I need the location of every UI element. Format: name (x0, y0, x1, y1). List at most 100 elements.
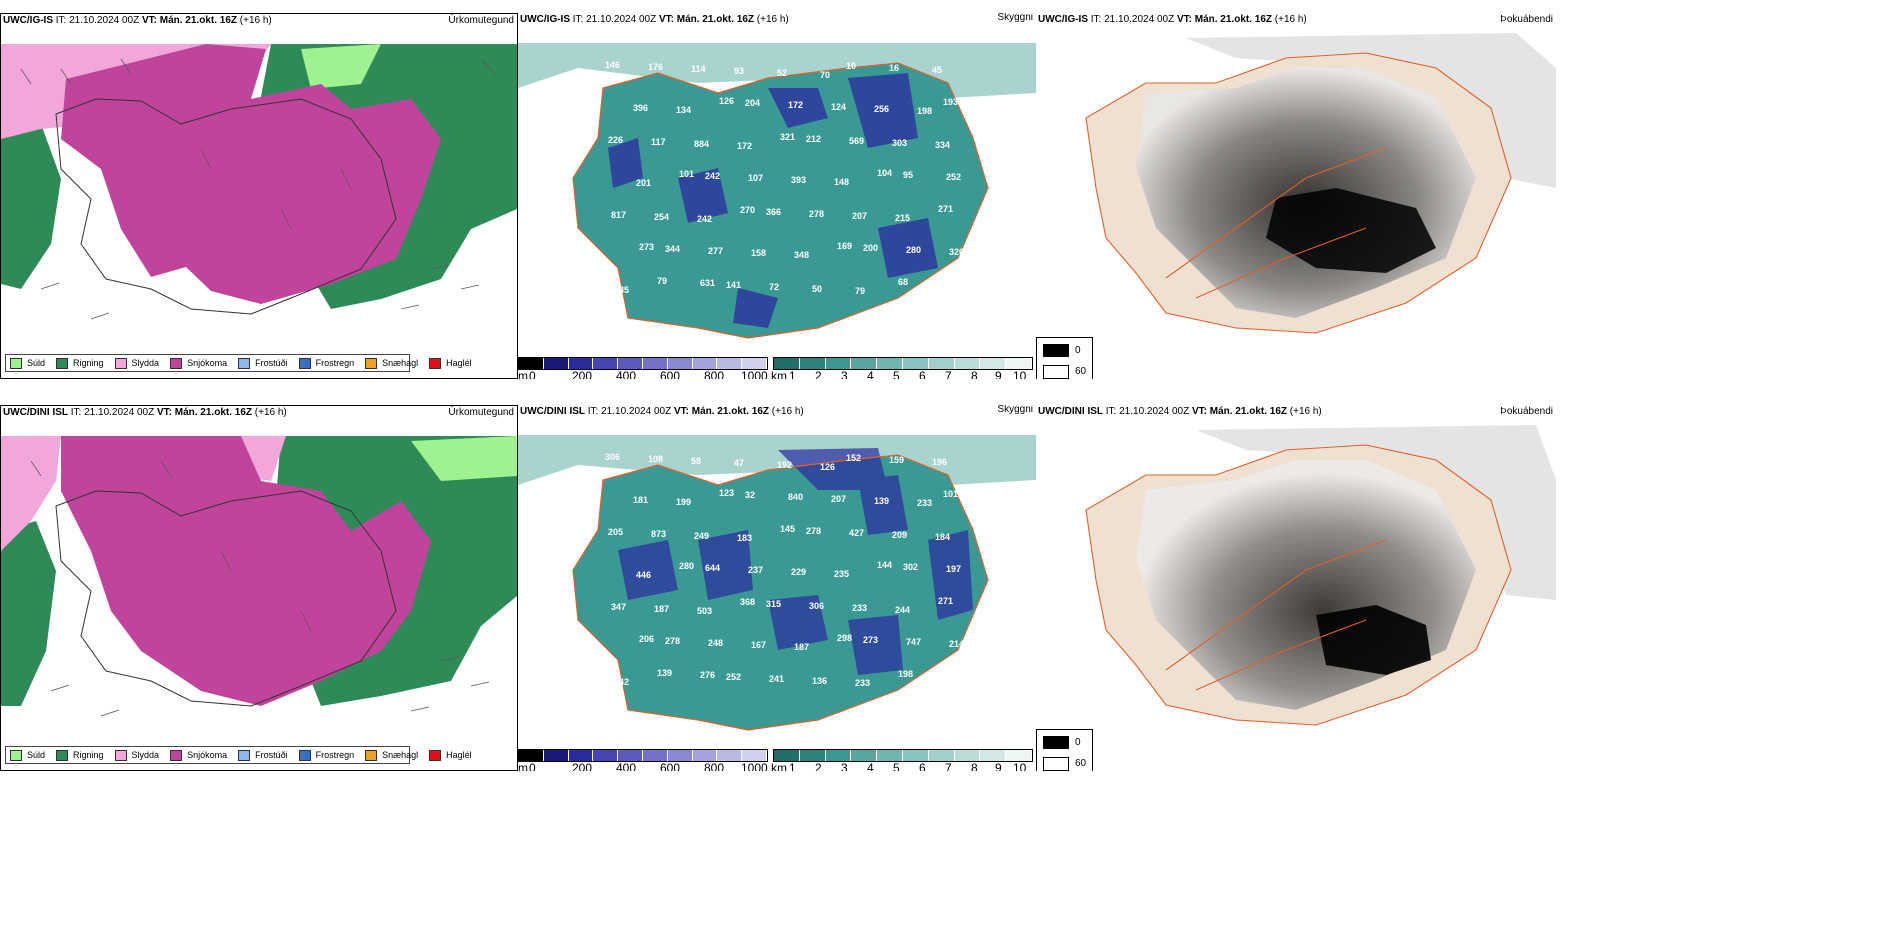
cloud-base-label: 366 (766, 207, 781, 217)
cloud-base-label: 176 (648, 62, 663, 72)
cloud-base-label: 47 (734, 458, 744, 468)
legend-item: Snjókoma (170, 357, 227, 369)
cloud-base-label: 569 (849, 136, 864, 146)
cloud-base-label: 446 (636, 570, 651, 580)
wind-barbs (20, 58, 497, 320)
cloud-base-label: 226 (608, 135, 623, 145)
cloud-base-label: 167 (751, 640, 766, 650)
cloud-base-label: 183 (737, 533, 752, 543)
cloud-base-label: 144 (877, 560, 892, 570)
cloud-base-label: 169 (837, 241, 852, 251)
scale-tick: 8 (971, 369, 978, 379)
cloud-base-label: 280 (679, 561, 694, 571)
cloud-base-label: 159 (889, 455, 904, 465)
scale-unit: km (771, 369, 787, 379)
cloud-base-label: 101 (679, 169, 694, 179)
legend-item: Snæhagl (365, 357, 418, 369)
iceland-outline (55, 98, 397, 315)
cloud-base-label: 235 (834, 569, 849, 579)
legend-swatch-dark (1043, 344, 1069, 357)
cloud-base-label: 158 (751, 248, 766, 258)
cloud-base-label: 254 (654, 212, 669, 222)
cloud-base-label: 276 (700, 670, 715, 680)
scale-tick: 5 (893, 761, 900, 771)
cloud-base-label: 242 (705, 171, 720, 181)
scale-unit: km (771, 761, 787, 771)
cloud-base-labels: 306 108 58 47 192 126 152 159 196 181 199 123 32 840 2… (605, 452, 964, 688)
cloud-base-label: 321 (780, 132, 795, 142)
panel-title: Úrkomutegund (448, 407, 514, 418)
scale-tick: 5 (893, 369, 900, 379)
cloud-base-label: 107 (748, 173, 763, 183)
cloud-base-label: 139 (874, 496, 889, 506)
cloudbase-scale (518, 357, 768, 370)
low-cloud-patches (618, 448, 973, 675)
sleet-area (1, 436, 286, 551)
wind-barbs (30, 460, 490, 717)
precip-legend: Súld Rigning Slydda Snjókoma Frostúði Fr… (5, 354, 472, 372)
cloud-base-label: 193 (943, 97, 958, 107)
cloud-base-label: 45 (932, 65, 942, 75)
scale-tick: 7 (945, 369, 952, 379)
roads-overlay (1085, 52, 1512, 334)
legend-swatch (114, 749, 127, 761)
drizzle-area (301, 44, 381, 89)
cloud-base-label: 124 (831, 102, 846, 112)
cloud-base-label: 884 (694, 139, 709, 149)
scale-tick: 400 (616, 369, 637, 379)
cloud-base-label: 273 (639, 242, 654, 252)
cloud-base-label: 249 (694, 531, 709, 541)
cloud-base-label: 334 (935, 140, 950, 150)
cloud-base-label: 278 (809, 209, 824, 219)
scale-tick: 3 (841, 369, 848, 379)
scale-tick: 400 (616, 761, 637, 771)
cloud-base-label: 280 (906, 245, 921, 255)
cloud-base-label: 152 (846, 453, 861, 463)
precip-legend: Súld Rigning Slydda Snjókoma Frostúði Fr… (5, 746, 472, 764)
cloud-base-label: 187 (794, 642, 809, 652)
cloud-base-label: 172 (788, 100, 803, 110)
panel-header: UWC/DINI ISL IT: 21.10.2024 00Z VT: Mán.… (1038, 406, 1322, 417)
cloud-base-label: 148 (834, 177, 849, 187)
cloud-base-label: 134 (676, 105, 691, 115)
legend-item: Frostregn (298, 357, 354, 369)
cloud-base-label: 315 (766, 599, 781, 609)
cloud-base-label: 242 (697, 214, 712, 224)
visibility-scale (773, 357, 1033, 370)
cloud-base-label: 233 (852, 603, 867, 613)
legend-swatch (10, 357, 22, 369)
cloud-base-label: 393 (791, 175, 806, 185)
visibility-panel-bottom: UWC/DINI ISL IT: 21.10.2024 00Z VT: Mán.… (518, 405, 1036, 771)
fog-panel-top: UWC/IG-IS IT: 21.10.2024 00Z VT: Mán. 21… (1036, 13, 1556, 379)
cloud-base-label: 207 (852, 211, 867, 221)
cloud-base-label: 196 (932, 457, 947, 467)
cloud-base-label: 93 (734, 66, 744, 76)
cloud-base-label: 58 (691, 456, 701, 466)
cloud-base-label: 16 (889, 63, 899, 73)
cloud-base-label: 644 (705, 563, 720, 573)
cloud-base-label: 123 (719, 488, 734, 498)
cloud-base-label: 146 (605, 60, 620, 70)
legend-swatch (298, 749, 311, 761)
panel-title: Skyggni (997, 405, 1033, 415)
panel-header: UWC/DINI ISL IT: 21.10.2024 00Z VT: Mán.… (3, 407, 287, 418)
legend-item: Súld (10, 749, 45, 761)
legend-item: Haglél (429, 749, 472, 761)
cloud-base-label: 256 (874, 104, 889, 114)
fog-legend: 0 60 (1036, 337, 1093, 379)
legend-swatch-light (1043, 757, 1069, 771)
scale-tick: 2 (815, 369, 822, 379)
sea-fog (1196, 425, 1556, 600)
cloud-base-label: 126 (719, 96, 734, 106)
cloud-base-label: 192 (777, 460, 792, 470)
cloud-base-label: 139 (657, 668, 672, 678)
snow-area (61, 44, 441, 304)
precip-panel-bottom: UWC/DINI ISL IT: 21.10.2024 00Z VT: Mán.… (0, 405, 518, 771)
cloud-base-label: 303 (892, 138, 907, 148)
scale-unit: m (518, 761, 528, 771)
cloud-base-label: 503 (697, 606, 712, 616)
scale-tick: 1 (789, 761, 796, 771)
scale-tick: 200 (572, 761, 593, 771)
legend-swatch (429, 749, 442, 761)
cloud-base-label: 212 (806, 134, 821, 144)
